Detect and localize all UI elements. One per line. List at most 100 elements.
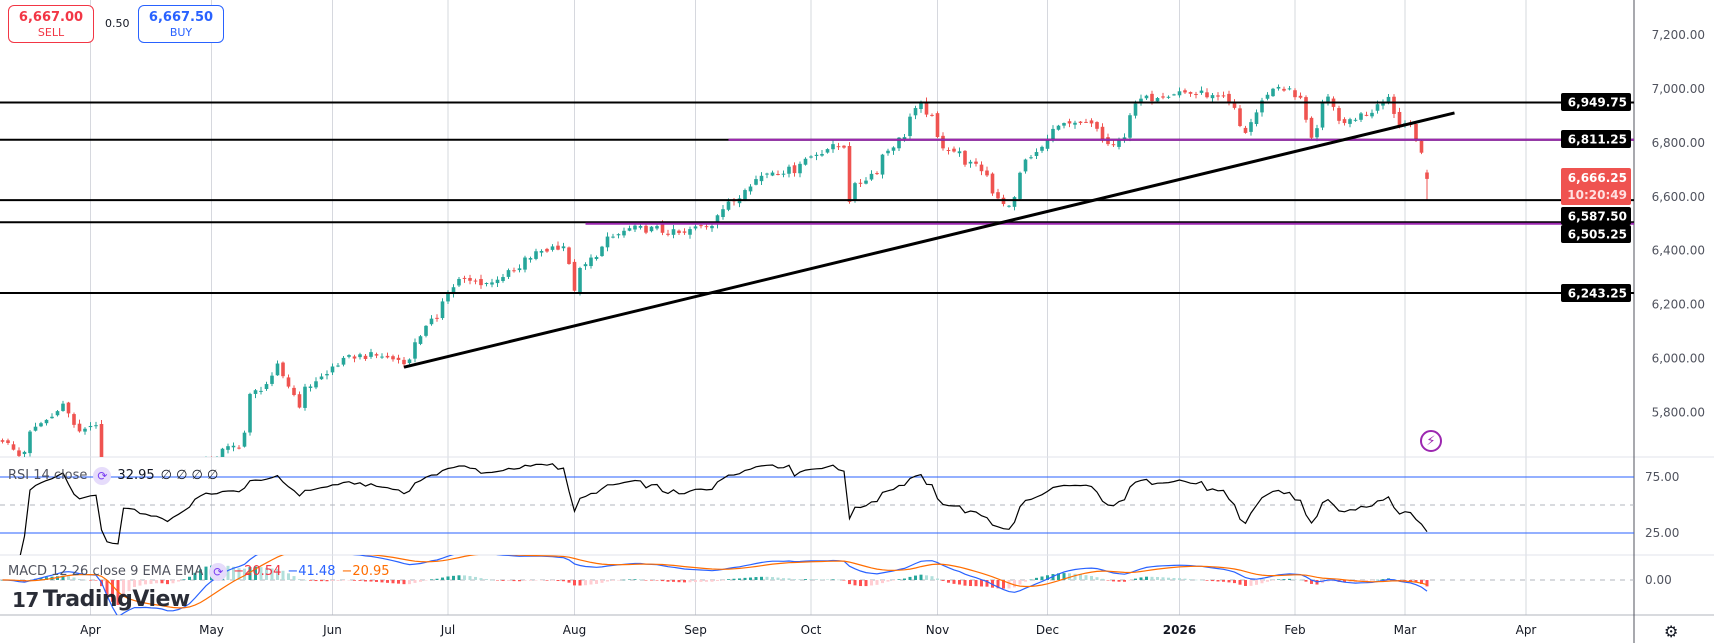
candle [385, 352, 390, 359]
candle [22, 450, 27, 457]
macd-histogram-bar [952, 580, 956, 584]
macd-legend[interactable]: MACD 12 26 close 9 EMA EMA ⟳ −20.54 −41.… [8, 563, 390, 581]
candle [1271, 87, 1275, 97]
macd-histogram-bar [1370, 580, 1374, 581]
candle-body [1375, 104, 1380, 111]
rsi-legend[interactable]: RSI 14 close ⟳ 32.95 ∅ ∅ ∅ ∅ [8, 467, 218, 485]
candle [842, 145, 846, 149]
macd-histogram-bar [1024, 580, 1027, 582]
candle [259, 386, 263, 395]
macd-histogram-bar [320, 580, 323, 582]
candle [1045, 134, 1050, 152]
time-tick-label: Apr [80, 623, 101, 637]
candle-body [1078, 121, 1083, 123]
candle-body [611, 236, 615, 238]
macd-histogram-bar [1293, 579, 1297, 580]
candle-body [451, 287, 456, 295]
macd-histogram-bar [1167, 577, 1170, 580]
candle [440, 298, 445, 320]
candle-body [1089, 120, 1094, 124]
candle [77, 419, 82, 433]
candle-body [622, 230, 626, 236]
rsi-tick-label: 25.00 [1645, 526, 1679, 540]
candle [1419, 140, 1424, 155]
candle [1177, 87, 1182, 98]
settings-icon[interactable]: ⚙ [1664, 622, 1679, 641]
macd-histogram-bar [534, 580, 538, 581]
candle-body [1133, 103, 1138, 116]
candle-body [468, 278, 472, 281]
candle-body [188, 523, 192, 537]
macd-histogram-bar [1095, 577, 1099, 580]
macd-histogram-bar [105, 580, 109, 596]
macd-histogram-bar [974, 580, 978, 587]
candle-body [116, 617, 120, 626]
candle-body [1161, 96, 1165, 98]
candle-body [644, 225, 648, 233]
candle-body [1188, 92, 1193, 94]
lightning-icon[interactable]: ⚡ [1420, 430, 1442, 452]
refresh-icon[interactable]: ⟳ [209, 563, 228, 581]
candle-body [1155, 98, 1160, 102]
tradingview-logo-icon: 17 [12, 588, 39, 612]
bar-countdown: 10:20:49 [1567, 188, 1627, 202]
macd-histogram-bar [1376, 579, 1379, 581]
candle-body [957, 151, 962, 154]
macd-histogram-bar [1255, 580, 1258, 585]
macd-histogram-bar [1398, 580, 1401, 581]
macd-signal-line [2, 555, 1428, 609]
candle-body [495, 279, 500, 284]
rsi-pane [0, 463, 1634, 555]
candle-body [237, 447, 241, 449]
sell-price: 6,667.00 [18, 10, 84, 25]
candle-body [1128, 115, 1132, 138]
candle [572, 259, 577, 292]
macd-histogram-bar [771, 577, 774, 580]
macd-histogram-bar [694, 580, 697, 583]
candle-body [1144, 95, 1149, 99]
candle-body [33, 426, 38, 431]
candle-body [1392, 96, 1396, 114]
macd-histogram-bar [958, 580, 961, 585]
candle-body [1386, 96, 1391, 103]
candle-body [748, 186, 753, 192]
macd-histogram-bar [287, 573, 290, 580]
candle [1243, 125, 1248, 134]
candle [721, 204, 725, 220]
macd-histogram-bar [193, 572, 197, 580]
refresh-icon[interactable]: ⟳ [93, 467, 112, 485]
candle-body [1353, 119, 1358, 121]
buy-button[interactable]: 6,667.50 BUY [138, 5, 224, 43]
macd-histogram-bar [809, 579, 813, 580]
macd-histogram-bar [859, 580, 862, 587]
candle [28, 429, 32, 457]
candle [968, 159, 973, 168]
candle [1276, 84, 1281, 91]
buy-price: 6,667.50 [148, 10, 214, 25]
candle [264, 381, 269, 391]
macd-histogram-bar [985, 580, 989, 587]
candle [325, 370, 329, 380]
candle-body [798, 163, 802, 174]
candle-body [545, 248, 549, 252]
macd-histogram-bar [276, 568, 279, 580]
macd-histogram-bar [347, 580, 351, 581]
candle [913, 105, 918, 120]
candle [319, 373, 324, 380]
candle-body [572, 261, 577, 291]
candle [792, 162, 797, 177]
candle-body [1227, 93, 1231, 103]
candle [1326, 94, 1330, 106]
macd-histogram-bar [1172, 578, 1176, 580]
candle [820, 150, 824, 157]
sell-button[interactable]: 6,667.00 SELL [8, 5, 94, 43]
last-price-value: 6,666.25 [1568, 171, 1627, 185]
candle [341, 355, 346, 367]
macd-histogram-bar [837, 579, 840, 581]
candle-body [1117, 139, 1121, 147]
tradingview-logo[interactable]: 17 TradingView [12, 588, 190, 613]
candle-body [1359, 113, 1363, 120]
candle [996, 188, 1000, 200]
candle [374, 352, 379, 359]
